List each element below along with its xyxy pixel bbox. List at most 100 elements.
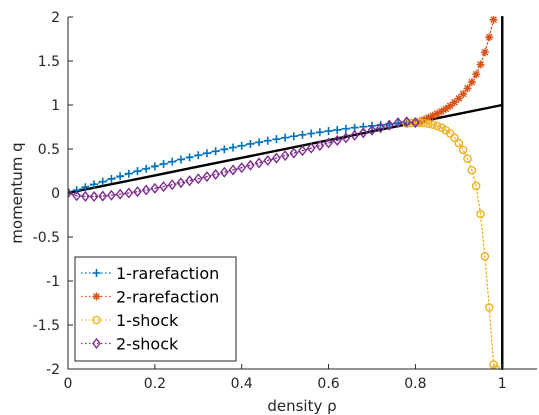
legend: 1-rarefaction 2-rarefaction 1-shock 2-shock <box>74 256 237 362</box>
legend-label: 2-shock <box>116 335 179 354</box>
y-tick-label: 2 <box>51 10 60 26</box>
marker-2-shock <box>219 166 229 178</box>
marker-2-rarefaction <box>437 107 446 116</box>
marker-1-shock <box>489 360 498 369</box>
x-tick-label: 0 <box>64 376 73 392</box>
marker-1-rarefaction <box>194 151 203 160</box>
marker-2-shock <box>350 129 360 141</box>
marker-2-shock <box>402 116 412 128</box>
marker-2-shock <box>202 171 212 183</box>
marker-2-shock <box>367 124 377 136</box>
marker-1-shock <box>463 154 472 163</box>
marker-2-rarefaction <box>454 94 463 103</box>
marker-2-shock <box>245 159 255 171</box>
marker-2-shock <box>298 145 307 157</box>
marker-2-shock <box>80 190 90 202</box>
marker-2-shock <box>185 175 195 187</box>
marker-2-shock <box>167 179 177 191</box>
markers <box>68 16 501 370</box>
marker-1-rarefaction <box>90 180 99 189</box>
marker-1-rarefaction <box>307 129 316 138</box>
marker-2-shock <box>332 134 342 146</box>
marker-2-shock <box>124 187 134 199</box>
marker-2-rarefaction <box>441 104 450 113</box>
marker-2-shock <box>254 157 264 169</box>
marker-1-rarefaction <box>237 141 246 150</box>
marker-2-shock <box>306 142 316 154</box>
marker-2-shock <box>141 184 151 196</box>
marker-2-shock <box>98 190 108 202</box>
marker-1-shock <box>437 123 446 133</box>
marker-2-shock <box>376 122 386 134</box>
marker-2-shock <box>324 137 333 149</box>
marker-1-rarefaction <box>289 132 298 141</box>
marker-2-shock <box>315 140 325 152</box>
marker-2-rarefaction <box>433 109 442 118</box>
marker-1-shock <box>467 165 477 175</box>
marker-2-shock <box>107 189 116 201</box>
marker-1-rarefaction <box>185 153 194 162</box>
marker-2-shock <box>410 117 420 129</box>
marker-2-shock <box>272 152 281 164</box>
marker-2-rarefaction <box>428 111 437 120</box>
marker-2-shock <box>280 150 290 162</box>
marker-1-shock <box>458 145 468 155</box>
marker-2-shock <box>289 147 299 159</box>
x-tick-label: 0.6 <box>317 376 339 392</box>
marker-2-shock <box>150 182 160 194</box>
marker-1-shock <box>476 209 485 219</box>
marker-2-shock <box>263 155 273 167</box>
marker-1-rarefaction <box>142 164 151 173</box>
x-axis-label: density ρ <box>267 397 336 415</box>
marker-2-rarefaction <box>476 60 485 69</box>
marker-1-rarefaction <box>315 128 324 137</box>
x-tick-label: 0.4 <box>231 376 253 392</box>
marker-1-rarefaction <box>98 177 107 186</box>
marker-1-rarefaction <box>116 172 125 181</box>
marker-1-rarefaction <box>255 138 264 147</box>
legend-marker <box>92 269 101 277</box>
marker-2-shock <box>176 177 186 189</box>
ticks <box>67 16 503 370</box>
marker-2-shock <box>68 187 73 199</box>
legend-label: 2-rarefaction <box>116 288 219 307</box>
marker-1-rarefaction <box>81 183 90 192</box>
marker-1-shock <box>406 118 416 128</box>
marker-2-rarefaction <box>467 78 476 87</box>
y-tick-label: -1 <box>46 274 60 290</box>
marker-2-shock <box>341 132 351 144</box>
marker-2-shock <box>393 117 403 129</box>
marker-1-rarefaction <box>246 139 255 148</box>
marker-1-shock <box>450 133 459 143</box>
marker-1-shock <box>454 138 464 148</box>
marker-2-rarefaction <box>485 33 494 42</box>
marker-2-shock <box>115 188 125 200</box>
marker-2-rarefaction <box>446 101 455 110</box>
x-tick-label: 1 <box>498 376 507 392</box>
marker-1-shock <box>471 181 481 191</box>
marker-1-rarefaction <box>298 130 307 139</box>
marker-1-shock <box>419 118 429 128</box>
marker-2-shock <box>237 162 247 174</box>
marker-1-shock <box>415 118 425 128</box>
marker-1-rarefaction <box>202 149 211 158</box>
tick-labels: 0 0.2 0.4 0.6 0.8 1 -2 -1.5 -1 -0.5 0 0.5 1 1.5 2 <box>33 10 507 392</box>
marker-2-rarefaction <box>472 70 481 79</box>
legend-marker <box>92 337 101 350</box>
marker-1-rarefaction <box>211 147 220 156</box>
marker-1-rarefaction <box>124 169 133 178</box>
legend-marker <box>92 292 101 301</box>
y-tick-label: 1 <box>51 98 60 114</box>
y-tick-label: -2 <box>46 362 60 378</box>
marker-2-rarefaction <box>415 117 424 126</box>
x-tick-label: 0.2 <box>144 376 166 392</box>
marker-1-rarefaction <box>150 162 159 171</box>
marker-1-shock <box>432 121 442 131</box>
marker-1-rarefaction <box>133 167 142 176</box>
marker-1-rarefaction <box>333 125 342 134</box>
marker-2-shock <box>89 190 99 203</box>
y-tick-label: -1.5 <box>33 318 60 334</box>
marker-2-rarefaction <box>489 16 498 24</box>
marker-1-rarefaction <box>72 186 81 195</box>
marker-1-shock <box>480 252 490 261</box>
